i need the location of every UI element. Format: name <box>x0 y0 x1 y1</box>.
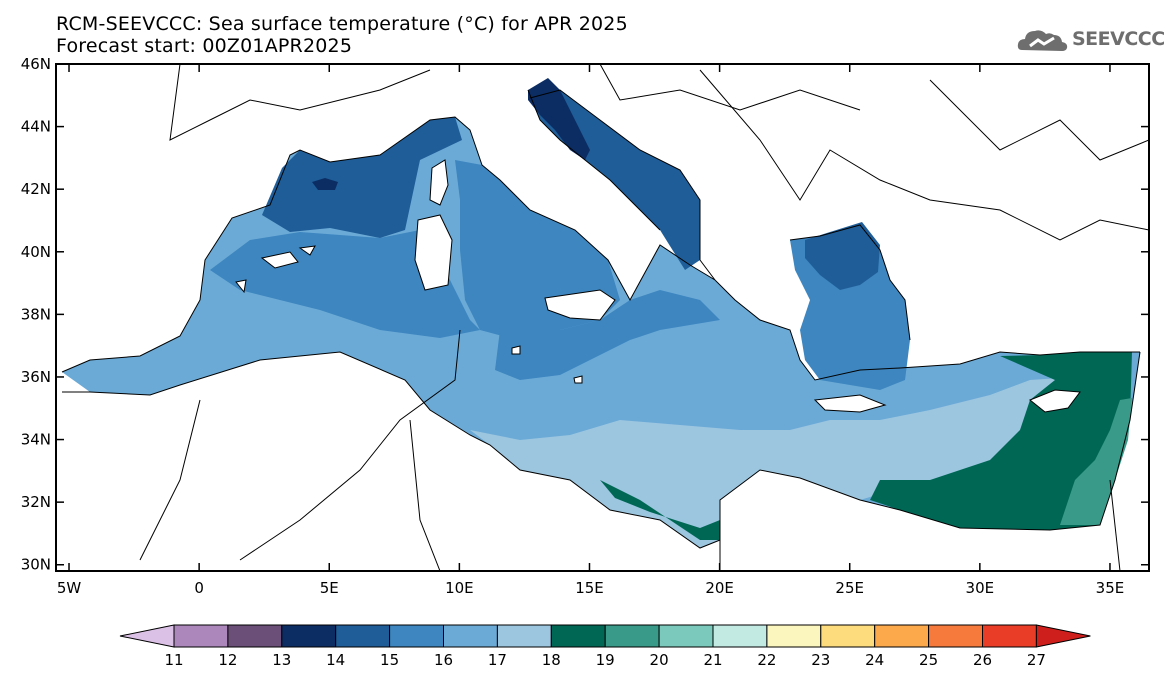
ligurian-gulf-of-lion-15 <box>262 117 462 238</box>
lon-tick-label: 30E <box>966 579 995 597</box>
colorbar-swatch <box>173 624 229 648</box>
colorbar-label: 21 <box>703 651 722 669</box>
colorbar-label: 27 <box>1027 651 1046 669</box>
pantelleria <box>511 345 521 355</box>
colorbar-swatch <box>335 624 391 648</box>
colorbar-swatch <box>658 624 714 648</box>
colorbar-label: 23 <box>811 651 830 669</box>
colorbar: 11 12 13 14 15 16 17 18 19 20 21 22 23 24 25 26 27 <box>119 624 1091 669</box>
colorbar-min-arrow <box>119 624 175 648</box>
colorbar-swatch <box>604 624 660 648</box>
map-title: RCM-SEEVCCC: Sea surface temperature (°C… <box>56 13 628 35</box>
lat-tick-label: 40N <box>21 243 51 261</box>
corsica <box>429 159 449 206</box>
colorbar-swatch <box>227 624 283 648</box>
sicily <box>544 289 616 321</box>
lat-tick-label: 32N <box>21 493 51 511</box>
seevccc-logo: SEEVCCC <box>1016 24 1165 58</box>
colorbar-label: 22 <box>757 651 776 669</box>
colorbar-label: 24 <box>865 651 884 669</box>
lat-tick-label: 42N <box>21 180 51 198</box>
longitude-axis: 5W 0 5E 10E 15E 20E 25E 30E 35E <box>57 64 1124 597</box>
lon-tick-label: 25E <box>835 579 864 597</box>
colorbar-label: 11 <box>164 651 183 669</box>
lon-tick-label: 20E <box>705 579 734 597</box>
malta <box>573 375 583 384</box>
levantine-19 <box>600 352 1132 540</box>
islands <box>235 159 1081 413</box>
colorbar-max-arrow <box>1035 624 1091 648</box>
colorbar-swatch <box>389 624 445 648</box>
colorbar-swatch <box>820 624 876 648</box>
forecast-start-label: Forecast start: 00Z01APR2025 <box>56 35 353 57</box>
coastlines <box>61 64 1149 571</box>
lat-tick-label: 34N <box>21 431 51 449</box>
logo-text: SEEVCCC <box>1072 28 1165 50</box>
lon-tick-label: 5E <box>320 579 339 597</box>
colorbar-swatch <box>496 624 552 648</box>
colorbar-label: 15 <box>380 651 399 669</box>
map-frame <box>55 63 1150 572</box>
latitude-axis: 30N 32N 34N 36N 38N 40N 42N 44N 46N <box>21 55 1149 574</box>
map-plot-area <box>56 64 1149 571</box>
central-med-16 <box>495 290 720 380</box>
lat-tick-label: 46N <box>21 55 51 73</box>
colorbar-swatch <box>443 624 498 648</box>
colorbar-label: 14 <box>326 651 345 669</box>
colorbar-swatch <box>281 624 337 648</box>
sardinia <box>414 214 453 291</box>
colorbar-swatch <box>766 624 822 648</box>
colorbar-swatch <box>982 624 1037 648</box>
colorbar-swatch <box>928 624 983 648</box>
lon-tick-label: 15E <box>575 579 604 597</box>
colorbar-label: 26 <box>973 651 992 669</box>
colorbar-label: 19 <box>596 651 615 669</box>
colorbar-label: 12 <box>218 651 237 669</box>
colorbar-label: 17 <box>488 651 507 669</box>
gulf-of-lion-core-14 <box>312 178 338 190</box>
colorbar-swatch <box>550 624 606 648</box>
colorbar-label: 25 <box>919 651 938 669</box>
lat-tick-label: 44N <box>21 118 51 136</box>
lat-tick-label: 36N <box>21 368 51 386</box>
balearic-islands <box>235 245 316 294</box>
sea-temperature-field <box>62 78 1140 548</box>
levantine-coast-20 <box>1060 398 1132 525</box>
lat-tick-label: 38N <box>21 305 51 323</box>
lat-tick-label: 30N <box>21 556 51 574</box>
ionian-17 <box>470 378 1060 548</box>
lon-tick-label: 10E <box>445 579 474 597</box>
crete <box>813 394 887 413</box>
colorbar-label: 20 <box>650 651 669 669</box>
lon-tick-label: 0 <box>194 579 204 597</box>
colorbar-label: 16 <box>434 651 453 669</box>
colorbar-swatch <box>874 624 930 648</box>
lon-tick-label: 35E <box>1096 579 1125 597</box>
northern-adriatic-14 <box>528 78 590 160</box>
colorbar-label: 13 <box>272 651 291 669</box>
cloud-icon <box>1017 30 1068 51</box>
colorbar-swatch <box>712 624 768 648</box>
cyprus <box>1029 389 1081 413</box>
lon-tick-label: 5W <box>57 579 82 597</box>
colorbar-label: 18 <box>542 651 561 669</box>
north-aegean-15 <box>805 222 880 290</box>
